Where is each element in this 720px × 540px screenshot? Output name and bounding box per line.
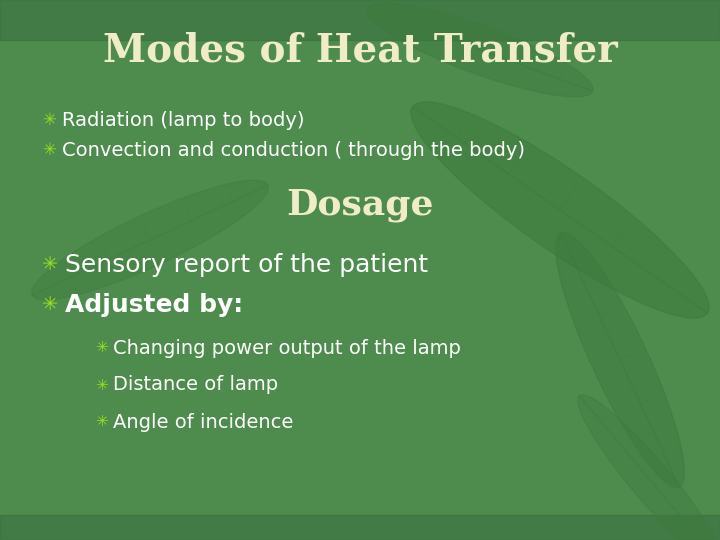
- Text: Distance of lamp: Distance of lamp: [113, 375, 278, 395]
- Text: Sensory report of the patient: Sensory report of the patient: [65, 253, 428, 277]
- Text: Radiation (lamp to body): Radiation (lamp to body): [62, 111, 305, 130]
- Text: ✳: ✳: [42, 295, 58, 314]
- Polygon shape: [367, 3, 593, 97]
- Polygon shape: [577, 395, 720, 540]
- Text: ✳: ✳: [42, 141, 56, 159]
- Text: Angle of incidence: Angle of incidence: [113, 413, 293, 431]
- Bar: [0, 0, 720, 40]
- Text: ✳: ✳: [42, 255, 58, 274]
- Text: ✳: ✳: [95, 341, 108, 355]
- Text: Modes of Heat Transfer: Modes of Heat Transfer: [103, 31, 617, 69]
- Text: ✳: ✳: [42, 111, 56, 129]
- Text: Dosage: Dosage: [287, 188, 433, 222]
- Polygon shape: [32, 180, 269, 300]
- Text: ✳: ✳: [95, 415, 108, 429]
- Bar: [0, 515, 720, 540]
- Text: Changing power output of the lamp: Changing power output of the lamp: [113, 339, 461, 357]
- Text: Convection and conduction ( through the body): Convection and conduction ( through the …: [62, 140, 525, 159]
- Polygon shape: [556, 233, 685, 488]
- Text: ✳: ✳: [95, 377, 108, 393]
- Text: Adjusted by:: Adjusted by:: [65, 293, 243, 317]
- Polygon shape: [411, 102, 709, 318]
